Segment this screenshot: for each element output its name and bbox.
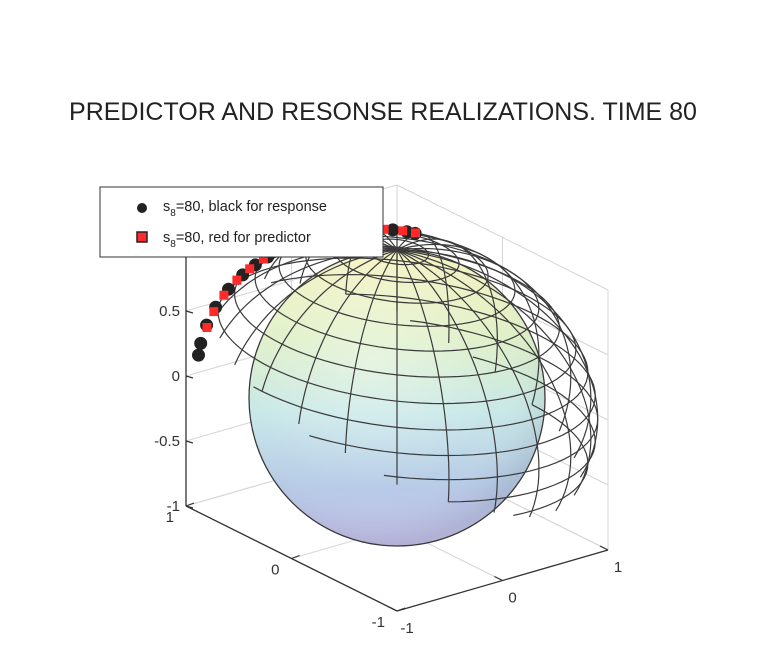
meridian-line [396, 249, 592, 459]
tick-labels: -1-0.500.5-101-101 [154, 303, 622, 637]
predictor-point [219, 290, 229, 300]
parallel-line [513, 404, 589, 516]
y-tick-label: -1 [372, 614, 385, 631]
meridian-line [396, 249, 540, 518]
parallel-line [448, 356, 596, 503]
y-tick-mark [291, 554, 300, 560]
y-tick-label: 0 [271, 562, 279, 579]
response-point [386, 223, 400, 237]
predictor-point [232, 275, 242, 285]
meridian-line [344, 249, 398, 454]
x-tick-mark [494, 575, 503, 582]
z-tick-label: -0.5 [154, 433, 180, 450]
y-tick-mark [185, 502, 195, 507]
x-tick-label: -1 [400, 620, 413, 637]
x-tick-mark [388, 606, 398, 612]
predictor-point [202, 323, 212, 332]
z-tick-mark [185, 505, 194, 509]
legend-box [99, 186, 384, 258]
legend-label-response: s8=80, black for response [163, 199, 327, 219]
meridian-line [396, 249, 572, 512]
legend-label-predictor: s8=80, red for predictor [163, 230, 311, 250]
legend: s8=80, black for response s8=80, red for… [99, 186, 384, 258]
chart-title: PREDICTOR AND RESONSE REALIZATIONS. TIME… [69, 98, 697, 126]
x-tick-label: 1 [614, 559, 622, 576]
z-tick-mark [185, 375, 194, 379]
predictor-point [245, 264, 255, 274]
z-tick-mark [185, 310, 194, 314]
x-tick-mark [599, 545, 609, 551]
y-tick-label: 1 [166, 509, 174, 526]
predictor-point [379, 224, 389, 234]
z-tick-label: 0.5 [159, 303, 180, 320]
sphere-outline [248, 249, 546, 547]
z-tick-mark [185, 440, 194, 444]
meridian-line [396, 238, 499, 373]
z-tick-label: 0 [172, 368, 180, 385]
meridian-line [396, 249, 499, 513]
legend-marker-response [137, 203, 147, 213]
legend-marker-predictor [136, 231, 148, 243]
predictor-point [209, 307, 219, 317]
predictor-point [258, 254, 268, 264]
x-tick-label: 0 [508, 590, 516, 607]
z-tick-label: -1 [167, 498, 180, 515]
y-tick-mark [396, 607, 406, 612]
predictor-point [411, 228, 420, 238]
meridian-line [298, 249, 398, 424]
parallel-line [309, 293, 596, 457]
parallel-line [364, 238, 430, 266]
parallel-line [253, 273, 589, 431]
response-point [194, 336, 208, 350]
response-point [192, 348, 205, 362]
grid-line [396, 184, 609, 291]
predictor-point [398, 226, 408, 236]
